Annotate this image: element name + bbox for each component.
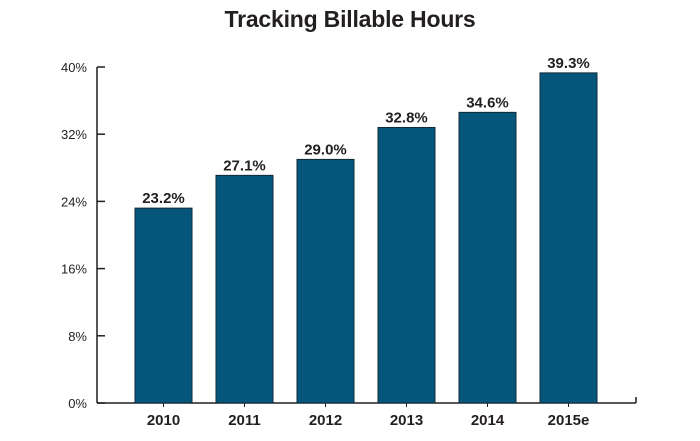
- y-tick-label: 40%: [61, 60, 87, 75]
- chart-title: Tracking Billable Hours: [224, 6, 476, 32]
- y-tick-label: 0%: [68, 396, 87, 411]
- bar: [296, 158, 355, 404]
- x-tick-label: 2014: [471, 412, 505, 429]
- data-label: 32.8%: [385, 109, 428, 126]
- x-tick-label: 2013: [390, 412, 423, 429]
- data-label: 29.0%: [304, 141, 347, 158]
- y-tick-label: 24%: [61, 194, 87, 209]
- data-label: 23.2%: [142, 190, 185, 207]
- x-tick-label: 2011: [228, 412, 261, 429]
- x-tick-label: 2015e: [548, 412, 590, 429]
- y-tick-label: 8%: [68, 329, 87, 344]
- y-tick-label: 32%: [61, 127, 87, 142]
- bar: [377, 126, 436, 404]
- bars: [134, 72, 598, 404]
- labels: 23.2% 2010 27.1% 2011 29.0% 2012 32.8% 2013 34.6…: [142, 55, 590, 429]
- bar: [539, 72, 598, 404]
- x-tick-label: 2012: [309, 412, 342, 429]
- data-label: 39.3%: [547, 55, 590, 72]
- data-label: 27.1%: [223, 157, 266, 174]
- bar: [134, 207, 193, 404]
- axes: 0% 8% 16% 24% 32% 40%: [61, 60, 637, 411]
- y-tick-label: 16%: [61, 262, 87, 277]
- bar: [215, 174, 274, 404]
- data-label: 34.6%: [466, 94, 509, 111]
- bar: [458, 111, 517, 404]
- x-tick-label: 2010: [147, 412, 180, 429]
